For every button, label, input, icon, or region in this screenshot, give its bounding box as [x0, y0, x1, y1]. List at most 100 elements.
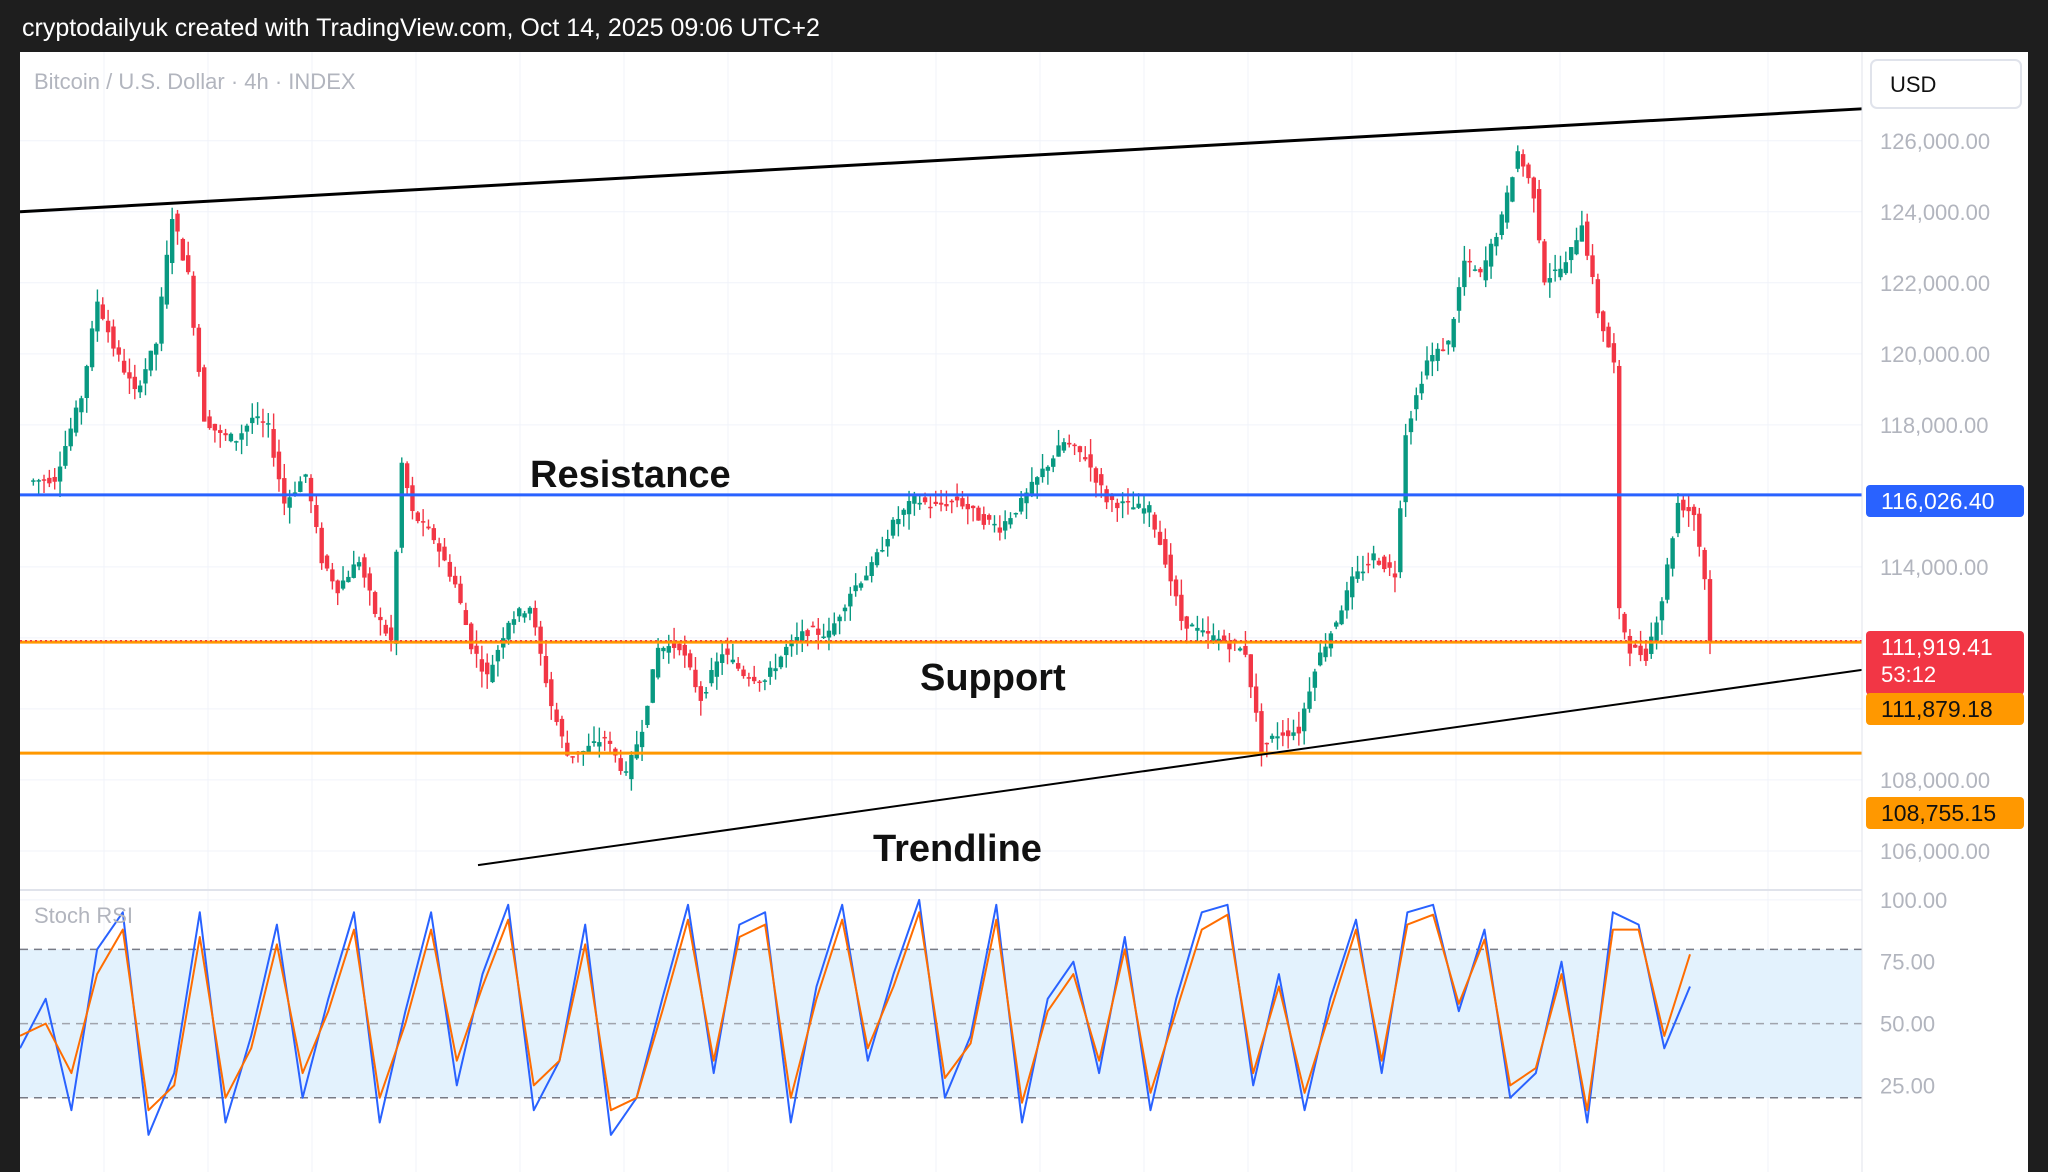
trendline[interactable]: [477, 668, 1863, 867]
svg-text:111,919.41: 111,919.41: [1881, 634, 1993, 660]
candle-body: [1216, 638, 1221, 642]
candle-body: [89, 328, 95, 368]
candle-body: [1622, 613, 1627, 633]
candle-body: [468, 623, 474, 650]
candle-body: [1574, 240, 1579, 255]
candle-body: [719, 654, 725, 663]
candle-body: [1563, 262, 1569, 274]
candle-body: [121, 360, 127, 373]
candle-body: [351, 564, 356, 578]
candle-body: [949, 500, 954, 503]
chart-svg[interactable]: Bitcoin / U.S. Dollar · 4h · INDEX USD 1…: [20, 52, 2028, 1172]
candle-body: [212, 423, 218, 431]
candle-body: [1301, 708, 1307, 732]
candle-body: [1643, 648, 1649, 661]
candle-body: [559, 718, 565, 737]
candle-body: [1430, 354, 1435, 362]
candle-body: [757, 681, 762, 684]
candle-body: [1638, 645, 1643, 656]
current-price-tag: 111,919.41 53:12: [1866, 631, 2024, 695]
chart-frame[interactable]: Bitcoin / U.S. Dollar · 4h · INDEX USD 1…: [20, 52, 2028, 1172]
candle-body: [602, 736, 607, 739]
candle-body: [207, 416, 212, 429]
candle-body: [1520, 154, 1526, 167]
candle-body: [169, 219, 175, 264]
candle-body: [474, 645, 479, 654]
candle-body: [367, 573, 372, 591]
candle-body: [452, 575, 458, 585]
candle-body: [1350, 576, 1355, 598]
candle-body: [1392, 573, 1398, 578]
candle-body: [1318, 652, 1323, 666]
candle-body: [1488, 243, 1494, 267]
candle-body: [1307, 691, 1312, 709]
candle-body: [1205, 631, 1211, 634]
candle-body: [1595, 279, 1601, 314]
candle-body: [1446, 340, 1451, 345]
candle-body: [773, 668, 778, 672]
candle-body: [175, 213, 180, 232]
candle-body: [159, 296, 164, 344]
candle-body: [618, 758, 623, 771]
candle-body: [1659, 601, 1665, 621]
candle-body: [1633, 644, 1638, 648]
candle-body: [768, 667, 773, 677]
candle-body: [1419, 383, 1424, 394]
candle-body: [1189, 624, 1195, 627]
drawing-lines: [20, 107, 1863, 867]
currency-button[interactable]: USD: [1870, 59, 2022, 109]
candle-body: [1115, 502, 1120, 509]
candle-body: [132, 376, 137, 390]
candle-body: [378, 616, 383, 621]
candle-body: [629, 755, 634, 780]
candle-body: [880, 550, 885, 552]
candle-body: [202, 367, 207, 422]
candle-countdown: 53:12: [1881, 662, 1936, 687]
resistance-annotation: Resistance: [530, 454, 731, 496]
price-axis[interactable]: 126,000.00 124,000.00 122,000.00 120,000.00…: [1880, 129, 1990, 864]
candle-body: [976, 507, 981, 521]
candle-body: [1376, 560, 1382, 565]
candle-body: [388, 627, 394, 641]
candle-body: [180, 238, 186, 261]
candle-body: [127, 372, 132, 379]
candle-body: [1344, 590, 1350, 611]
candle-body: [885, 539, 890, 547]
candle-body: [1237, 648, 1243, 651]
candle-body: [458, 583, 463, 604]
candle-body: [1045, 466, 1051, 471]
candle-body: [730, 659, 736, 663]
stoch-axis[interactable]: 100.00 75.00 50.00 25.00: [1880, 888, 1947, 1099]
candle-body: [218, 430, 223, 433]
price-tick-label: 126,000.00: [1880, 129, 1990, 154]
candle-body: [383, 624, 388, 634]
candle-body: [372, 592, 378, 614]
candle-body: [1590, 255, 1595, 278]
candle-body: [938, 502, 944, 505]
candle-body: [677, 643, 682, 651]
candle-body: [105, 320, 111, 333]
upper-channel-line[interactable]: [20, 107, 1863, 214]
candle-body: [1665, 564, 1670, 600]
candle-body: [266, 423, 271, 425]
candle-body: [1056, 445, 1061, 457]
candle-body: [1681, 499, 1686, 511]
candle-body: [928, 506, 933, 509]
candle-body: [1077, 446, 1083, 453]
candle-body: [1366, 563, 1371, 566]
candle-body: [1088, 454, 1093, 468]
candle-body: [837, 616, 842, 622]
candle-body: [185, 255, 191, 273]
candle-body: [1686, 507, 1691, 512]
candle-body: [912, 494, 917, 504]
candle-body: [420, 521, 426, 523]
candle-body: [1494, 236, 1499, 247]
candle-body: [1531, 177, 1536, 199]
candle-body: [356, 562, 362, 567]
svg-text:116,026.40: 116,026.40: [1881, 488, 1994, 514]
candle-body: [1024, 492, 1029, 504]
candle-body: [906, 501, 912, 515]
stoch-tick-label: 100.00: [1880, 888, 1947, 913]
candle-body: [1147, 505, 1152, 513]
candle-body: [1467, 260, 1472, 263]
